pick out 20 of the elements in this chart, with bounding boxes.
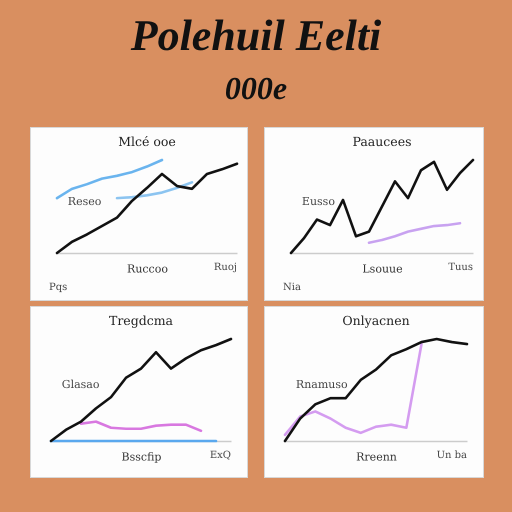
chart-title: Onlyacnen <box>342 313 410 328</box>
text: 000e <box>224 69 288 108</box>
text: Ruoj <box>214 262 237 273</box>
annotation: Glasao <box>62 378 100 391</box>
text: Pqs <box>49 282 68 293</box>
x-axis-title: Lsouue <box>362 262 403 276</box>
text: Tuus <box>448 262 473 273</box>
x-axis-title: Rreenn <box>356 450 397 464</box>
chart-title: Paaucees <box>352 134 412 150</box>
x-axis-title: Ruccoo <box>127 262 168 276</box>
chart-title: Mlcé ooe <box>118 134 176 150</box>
text: ExQ <box>210 450 231 461</box>
chart-title: Tregdcma <box>108 313 174 328</box>
text: Polehuil Eelti <box>130 10 382 62</box>
text: Un ba <box>436 450 468 461</box>
annotation: Reseo <box>68 194 102 208</box>
annotation: Rnamuso <box>296 378 348 391</box>
annotation: Eusso <box>302 194 336 208</box>
x-axis-title: Bsscfip <box>122 450 162 464</box>
text: Nia <box>283 282 301 293</box>
